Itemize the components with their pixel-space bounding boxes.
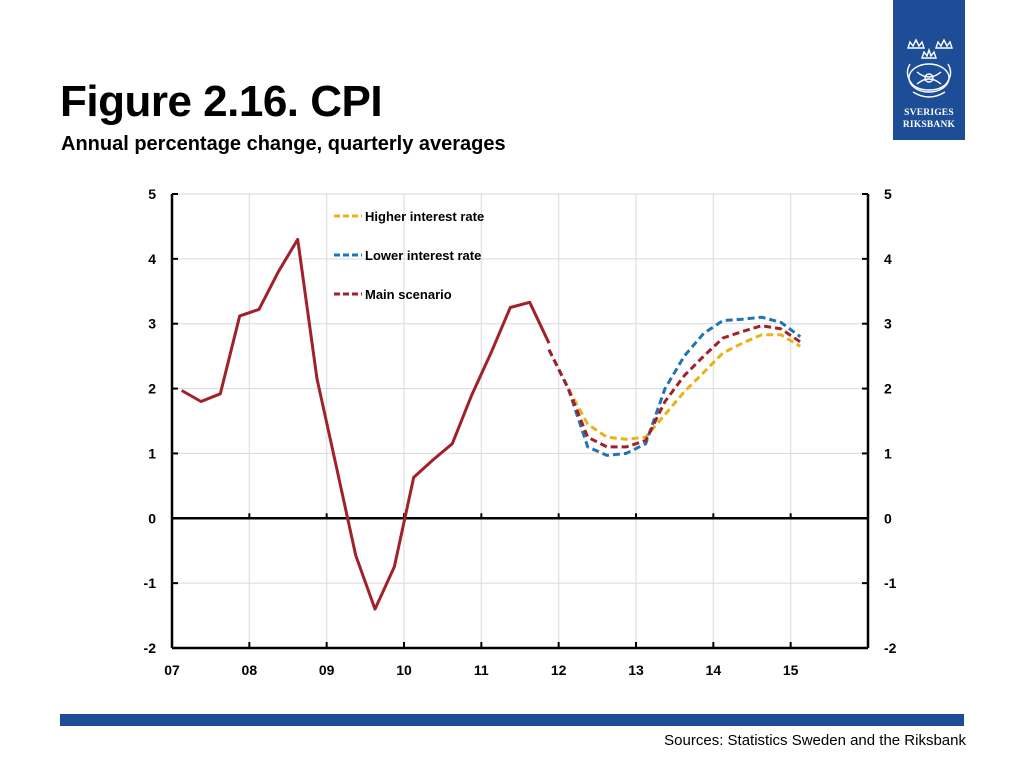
series-line-cpi-outcome <box>180 237 551 611</box>
y-tick-label-right: -1 <box>884 575 897 591</box>
y-tick-label-right: -2 <box>884 640 897 656</box>
series-line-higher-interest-rate <box>547 333 802 441</box>
x-tick-label: 14 <box>706 662 722 678</box>
y-tick-label-right: 0 <box>884 510 892 526</box>
page-title: Figure 2.16. CPI <box>60 77 383 126</box>
y-tick-label-right: 4 <box>884 251 892 267</box>
x-tick-label: 12 <box>551 662 567 678</box>
x-tick-label: 15 <box>783 662 799 678</box>
y-tick-label-left: 4 <box>148 251 156 267</box>
x-tick-label: 08 <box>242 662 258 678</box>
x-tick-label: 13 <box>628 662 644 678</box>
sources-note: Sources: Statistics Sweden and the Riksb… <box>664 732 966 749</box>
crowns-and-lions-seal-icon <box>906 38 953 98</box>
y-tick-label-left: -2 <box>144 640 157 656</box>
x-tick-label: 11 <box>474 662 489 678</box>
series-line-lower-interest-rate <box>547 315 802 457</box>
logo-line-sveriges: SVERIGES <box>904 108 954 118</box>
y-tick-label-left: 3 <box>148 316 156 332</box>
y-tick-label-left: -1 <box>144 575 157 591</box>
x-tick-label: 10 <box>396 662 412 678</box>
logo-line-riksbank: RIKSBANK <box>902 120 956 130</box>
legend-label-higher-interest-rate: Higher interest rate <box>365 209 484 224</box>
cpi-line-chart: -2 -2-1 -10 01 12 23 34 45 507 08 09 10 11 12 13 14 15Hi… <box>144 186 897 678</box>
y-tick-label-left: 0 <box>148 510 156 526</box>
y-tick-label-left: 1 <box>148 445 156 461</box>
legend-label-lower-interest-rate: Lower interest rate <box>365 248 481 263</box>
legend-label-main-scenario: Main scenario <box>365 287 452 302</box>
y-tick-label-right: 1 <box>884 445 892 461</box>
y-tick-label-left: 5 <box>148 186 156 202</box>
y-tick-label-left: 2 <box>148 381 156 397</box>
x-tick-label: 09 <box>319 662 335 678</box>
y-tick-label-right: 3 <box>884 316 892 332</box>
riksbank-logo: SVERIGES RIKSBANK <box>893 0 965 140</box>
y-tick-label-right: 5 <box>884 186 892 202</box>
y-tick-label-right: 2 <box>884 381 892 397</box>
x-tick-label: 07 <box>164 662 180 678</box>
series-line-main-scenario <box>547 324 802 449</box>
footer-bar <box>60 714 964 726</box>
page-subtitle: Annual percentage change, quarterly aver… <box>61 133 506 155</box>
